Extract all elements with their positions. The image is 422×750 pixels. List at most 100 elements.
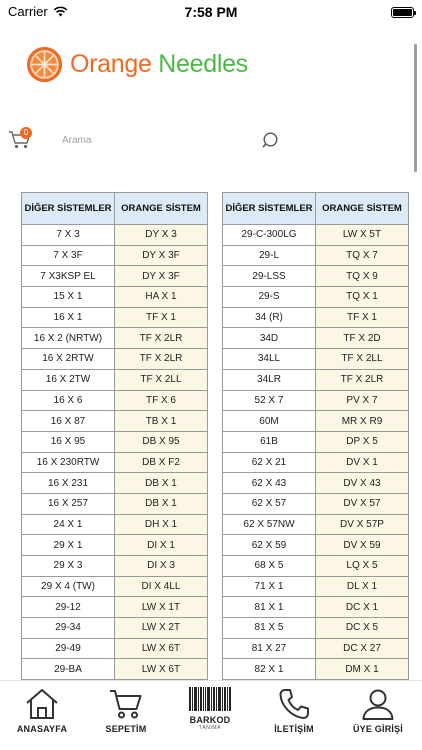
- other-system-cell: 29-34: [21, 617, 115, 639]
- orange-system-cell: LW X 6T: [114, 637, 208, 660]
- other-system-cell: 16 X 6: [21, 389, 115, 412]
- orange-system-cell: LQ X 5: [315, 555, 409, 577]
- orange-system-cell: TF X 1: [114, 306, 208, 329]
- other-system-cell: 29 X 4 (TW): [21, 575, 115, 598]
- nav-cart[interactable]: SEPETİM: [84, 687, 168, 734]
- table-row: 29-BA LW X 6T: [21, 658, 208, 681]
- battery-icon: [391, 7, 416, 18]
- status-left: Carrier: [8, 4, 68, 19]
- orange-system-cell: TB X 1: [114, 410, 208, 432]
- orange-system-cell: LW X 6T: [114, 658, 208, 681]
- orange-system-cell: TQ X 1: [315, 286, 409, 308]
- brand-word-needles: Needles: [158, 50, 248, 78]
- other-system-cell: 62 X 43: [222, 472, 316, 494]
- table-row: 29 X 1 DI X 1: [21, 534, 208, 556]
- table-row: 15 X 1 HA X 1: [21, 286, 208, 308]
- other-system-cell: 60M: [222, 410, 316, 432]
- nav-barcode-sublabel: TANIMA: [198, 725, 222, 731]
- other-system-cell: 15 X 1: [21, 286, 115, 308]
- phone-icon: [279, 689, 309, 719]
- orange-system-cell: TF X 2LL: [315, 348, 409, 370]
- table-row: 29-49 LW X 6T: [21, 637, 208, 660]
- other-system-cell: 62 X 59: [222, 534, 316, 556]
- orange-system-cell: DM X 1: [315, 658, 409, 681]
- other-system-cell: 62 X 57NW: [222, 513, 316, 536]
- orange-system-cell: TF X 1: [315, 306, 409, 329]
- orange-system-cell: TF X 6: [114, 389, 208, 412]
- scroll-indicator[interactable]: [414, 44, 417, 172]
- nav-barcode-label: BARKOD: [189, 715, 231, 725]
- search-icon[interactable]: [262, 131, 280, 149]
- table-row: 29-34 LW X 2T: [21, 617, 208, 639]
- brand-word-orange: Orange: [70, 50, 152, 78]
- other-system-cell: 29-S: [222, 286, 316, 308]
- table-row: 16 X 231 DB X 1: [21, 472, 208, 494]
- orange-system-cell: DP X 5: [315, 430, 409, 453]
- other-system-cell: 29-L: [222, 244, 316, 267]
- other-system-cell: 16 X 257: [21, 492, 115, 515]
- table-row: 34D TF X 2D: [222, 327, 409, 350]
- nav-contact[interactable]: İLETİŞİM: [252, 687, 336, 734]
- table-row: 62 X 57NW DV X 57P: [222, 513, 409, 536]
- search-input[interactable]: [56, 130, 256, 150]
- nav-home[interactable]: ANASAYFA: [0, 687, 84, 734]
- other-system-cell: 16 X 2RTW: [21, 348, 115, 370]
- orange-system-cell: DV X 1: [315, 451, 409, 474]
- nav-contact-label: İLETİŞİM: [274, 724, 314, 734]
- orange-system-cell: LW X 1T: [114, 596, 208, 619]
- orange-system-cell: DB X 1: [114, 472, 208, 494]
- orange-system-cell: DY X 3: [114, 224, 208, 246]
- table-row: 60M MR X R9: [222, 410, 409, 432]
- other-system-cell: 16 X 1: [21, 306, 115, 329]
- bottom-nav: ANASAYFA SEPETİM BARKOD TANIMA İLETİŞİM …: [0, 680, 422, 750]
- other-system-cell: 34LR: [222, 368, 316, 391]
- conversion-table-right: DİĞER SİSTEMLER ORANGE SİSTEM 29-C-300LG…: [222, 192, 409, 722]
- orange-system-cell: DY X 3F: [114, 265, 208, 288]
- orange-system-cell: DC X 1: [315, 596, 409, 619]
- table-row: 34LR TF X 2LR: [222, 368, 409, 391]
- table-row: 7 X 3 DY X 3: [21, 224, 208, 246]
- wifi-icon: [53, 6, 67, 17]
- other-system-cell: 16 X 87: [21, 410, 115, 432]
- table-row: 29 X 3 DI X 3: [21, 555, 208, 577]
- nav-barcode[interactable]: BARKOD TANIMA: [168, 687, 252, 731]
- table-row: 29-LSS TQ X 9: [222, 265, 409, 288]
- nav-login[interactable]: ÜYE GİRİŞİ: [336, 687, 420, 734]
- orange-system-cell: HA X 1: [114, 286, 208, 308]
- cart-count-badge: 0: [20, 127, 32, 139]
- other-system-cell: 34 (R): [222, 306, 316, 329]
- user-icon: [362, 689, 394, 720]
- orange-system-cell: DB X 1: [114, 492, 208, 515]
- table-row: 29-S TQ X 1: [222, 286, 409, 308]
- orange-system-cell: DB X F2: [114, 451, 208, 474]
- table-row: 82 X 1 DM X 1: [222, 658, 409, 681]
- table-row: 81 X 1 DC X 1: [222, 596, 409, 619]
- status-bar: Carrier 7:58 PM: [0, 0, 422, 24]
- carrier-label: Carrier: [8, 4, 48, 19]
- table-row: 16 X 95 DB X 95: [21, 430, 208, 453]
- table-row: 68 X 5 LQ X 5: [222, 555, 409, 577]
- brand-logo[interactable]: Orange Needles: [26, 46, 248, 83]
- orange-system-cell: DC X 5: [315, 617, 409, 639]
- other-system-cell: 71 X 1: [222, 575, 316, 598]
- table-row: 16 X 6 TF X 6: [21, 389, 208, 412]
- other-system-cell: 16 X 2 (NRTW): [21, 327, 115, 350]
- table-row: 81 X 27 DC X 27: [222, 637, 409, 660]
- other-system-cell: 16 X 2TW: [21, 368, 115, 391]
- other-system-cell: 16 X 95: [21, 430, 115, 453]
- orange-system-cell: DL X 1: [315, 575, 409, 598]
- orange-system-cell: TF X 2LR: [114, 327, 208, 350]
- table-row: 29-12 LW X 1T: [21, 596, 208, 619]
- table-row: 29 X 4 (TW) DI X 4LL: [21, 575, 208, 598]
- orange-system-cell: DI X 4LL: [114, 575, 208, 598]
- table-row: 7 X3KSP EL DY X 3F: [21, 265, 208, 288]
- orange-system-cell: DV X 43: [315, 472, 409, 494]
- column-header-other-systems: DİĞER SİSTEMLER: [222, 192, 316, 225]
- orange-system-cell: TQ X 9: [315, 265, 409, 288]
- table-row: 29-C-300LG LW X 5T: [222, 224, 409, 246]
- orange-system-cell: DV X 57: [315, 492, 409, 515]
- orange-system-cell: DH X 1: [114, 513, 208, 536]
- column-header-orange-system: ORANGE SİSTEM: [114, 192, 208, 225]
- orange-system-cell: TF X 2D: [315, 327, 409, 350]
- table-row: 81 X 5 DC X 5: [222, 617, 409, 639]
